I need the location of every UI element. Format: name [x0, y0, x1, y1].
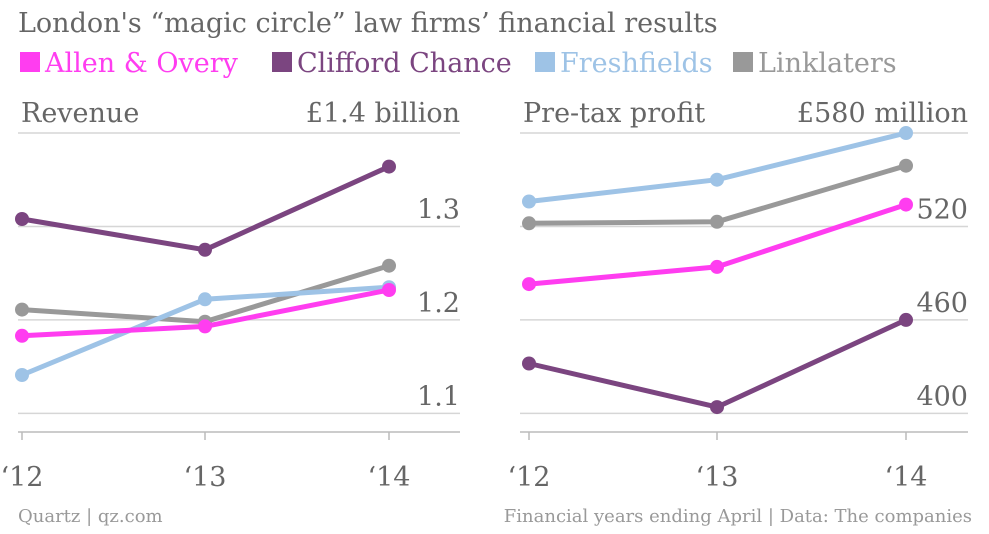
- pre-tax-profit-point-freshfields: [899, 126, 913, 140]
- pre-tax-profit-y-tick-label: 400: [916, 381, 968, 412]
- footer-source-left: Quartz | qz.com: [18, 506, 163, 527]
- footer-source-right: Financial years ending April | Data: The…: [504, 506, 972, 527]
- revenue-point-linklaters: [15, 302, 29, 317]
- pre-tax-profit-point-allen-overy: [710, 259, 724, 274]
- revenue-point-allen-overy: [382, 283, 396, 297]
- revenue-point-freshfields: [198, 292, 212, 307]
- revenue-x-tick-label: ‘13: [184, 462, 227, 493]
- pre-tax-profit-line-clifford-chance: [526, 317, 909, 410]
- pre-tax-profit-x-tick-label: ‘12: [508, 462, 551, 493]
- pre-tax-profit-y-tick-label: 460: [916, 288, 968, 319]
- revenue-y-tick-label: 1.2: [417, 288, 460, 319]
- revenue-y-tick-label: 1.1: [417, 381, 460, 412]
- legend-label-freshfields: Freshfields: [560, 48, 713, 79]
- revenue-point-allen-overy: [15, 328, 29, 343]
- pre-tax-profit-line-freshfields: [526, 130, 909, 204]
- revenue-point-clifford-chance: [15, 212, 29, 226]
- revenue-point-linklaters: [382, 258, 396, 273]
- legend-swatch-freshfields: [535, 52, 555, 72]
- pre-tax-profit-point-allen-overy: [522, 277, 536, 292]
- revenue-point-freshfields: [15, 368, 29, 382]
- legend-swatch-allen-overy: [20, 52, 40, 72]
- pre-tax-profit-point-linklaters: [710, 214, 724, 229]
- legend-label-linklaters: Linklaters: [758, 48, 897, 79]
- revenue-point-clifford-chance: [198, 242, 212, 257]
- pretax-profit-panel: ‘12 ‘13 ‘14 400 460 520 Pre-tax profit £580 mil…: [508, 98, 971, 493]
- pre-tax-profit-point-freshfields: [522, 194, 536, 209]
- pre-tax-profit-panel-title: Pre-tax profit: [523, 98, 705, 129]
- pre-tax-profit-point-linklaters: [522, 216, 536, 231]
- revenue-x-tick-label: ‘12: [1, 462, 44, 493]
- legend-label-clifford-chance: Clifford Chance: [297, 48, 512, 79]
- legend-swatch-linklaters: [733, 52, 753, 72]
- pre-tax-profit-point-clifford-chance: [522, 356, 536, 371]
- revenue-panel: ‘12 ‘13 ‘14 1.1 1.2 1.3 Revenue £1.4 billion: [1, 98, 463, 493]
- revenue-panel-title: Revenue: [21, 98, 139, 129]
- pre-tax-profit-point-linklaters: [899, 158, 913, 173]
- revenue-top-label: £1.4 billion: [306, 98, 460, 129]
- pre-tax-profit-x-tick-label: ‘13: [696, 462, 739, 493]
- pre-tax-profit-top-label: £580 million: [797, 98, 968, 129]
- chart-title: London's “magic circle” law firms’ finan…: [18, 8, 718, 39]
- pre-tax-profit-point-freshfields: [710, 172, 724, 187]
- pre-tax-profit-x-tick-label: ‘14: [885, 462, 928, 493]
- pre-tax-profit-point-allen-overy: [899, 197, 913, 212]
- revenue-x-tick-label: ‘14: [368, 462, 411, 493]
- legend-swatch-clifford-chance: [272, 52, 292, 72]
- revenue-point-allen-overy: [198, 319, 212, 334]
- pre-tax-profit-point-clifford-chance: [710, 400, 724, 415]
- legend-label-allen-overy: Allen & Overy: [44, 48, 239, 79]
- pre-tax-profit-y-tick-label: 520: [916, 194, 968, 225]
- pre-tax-profit-point-clifford-chance: [899, 312, 913, 327]
- revenue-line-clifford-chance: [19, 164, 392, 253]
- revenue-point-clifford-chance: [382, 159, 396, 174]
- legend: Allen & Overy Clifford Chance Freshfield…: [20, 48, 897, 79]
- revenue-y-tick-label: 1.3: [417, 194, 460, 225]
